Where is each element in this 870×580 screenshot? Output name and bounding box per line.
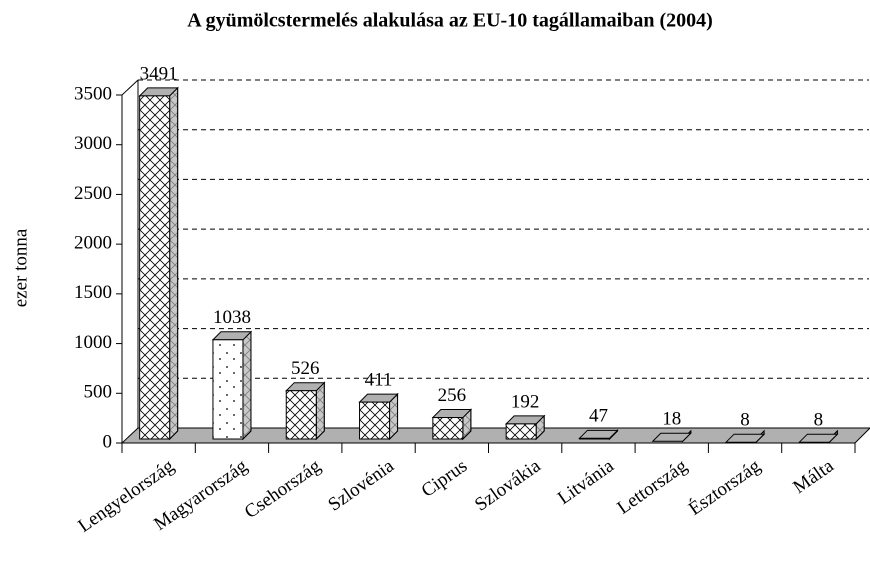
bar-front [432, 417, 464, 440]
bar-side-shade [242, 330, 252, 441]
y-tick-label: 1500 [74, 282, 112, 303]
x-tick-label: Csehország [241, 455, 325, 523]
x-tick-label: Észtország [684, 454, 764, 520]
bar-front [359, 401, 391, 440]
bar-side-shade [169, 86, 179, 441]
wall-edge [121, 79, 139, 96]
bar [358, 392, 399, 441]
y-tick-label: 2000 [74, 233, 112, 254]
bar [504, 414, 546, 441]
value-label: 8 [740, 410, 750, 431]
bar [651, 429, 692, 443]
x-tick-label: Ciprus [418, 455, 472, 501]
value-label: 18 [662, 409, 681, 430]
value-label: 3491 [140, 63, 178, 84]
x-tick-label: Lettország [613, 455, 691, 518]
y-tick-label: 0 [103, 431, 113, 452]
x-tick-label: Szlovénia [324, 455, 398, 516]
bar [578, 429, 619, 441]
bar [798, 429, 839, 444]
y-tick-label: 3500 [74, 83, 112, 104]
bar-front [212, 339, 244, 440]
bar-top [651, 432, 692, 442]
bar-front [578, 437, 610, 440]
bar [211, 330, 253, 441]
bar [724, 429, 766, 444]
y-tick-label: 500 [84, 382, 113, 403]
bar [431, 408, 473, 441]
y-tick-label: 3000 [74, 133, 112, 154]
bar [138, 86, 179, 441]
bar-front [139, 95, 171, 440]
bar-top [798, 433, 839, 443]
bar-front [285, 390, 317, 440]
x-tick-label: Szlovákia [471, 455, 545, 516]
x-tick-label: Litvánia [554, 455, 618, 509]
value-label: 8 [814, 410, 824, 431]
value-label: 1038 [213, 307, 251, 328]
chart-title: A gyümölcstermelés alakulása az EU-10 ta… [187, 10, 713, 32]
y-tick-label: 2500 [74, 183, 112, 204]
value-label: 526 [291, 358, 320, 379]
value-label: 47 [589, 406, 608, 427]
y-tick-label: 1000 [74, 332, 112, 353]
value-label: 256 [438, 385, 467, 406]
bar [285, 381, 326, 441]
bar-front [505, 423, 537, 440]
bar-side-shade [315, 381, 325, 441]
value-label: 192 [511, 391, 540, 412]
y-axis-label: ezer tonna [10, 228, 31, 307]
value-label: 411 [365, 369, 393, 390]
x-tick-label: Málta [789, 455, 838, 498]
bar-top [724, 433, 766, 443]
